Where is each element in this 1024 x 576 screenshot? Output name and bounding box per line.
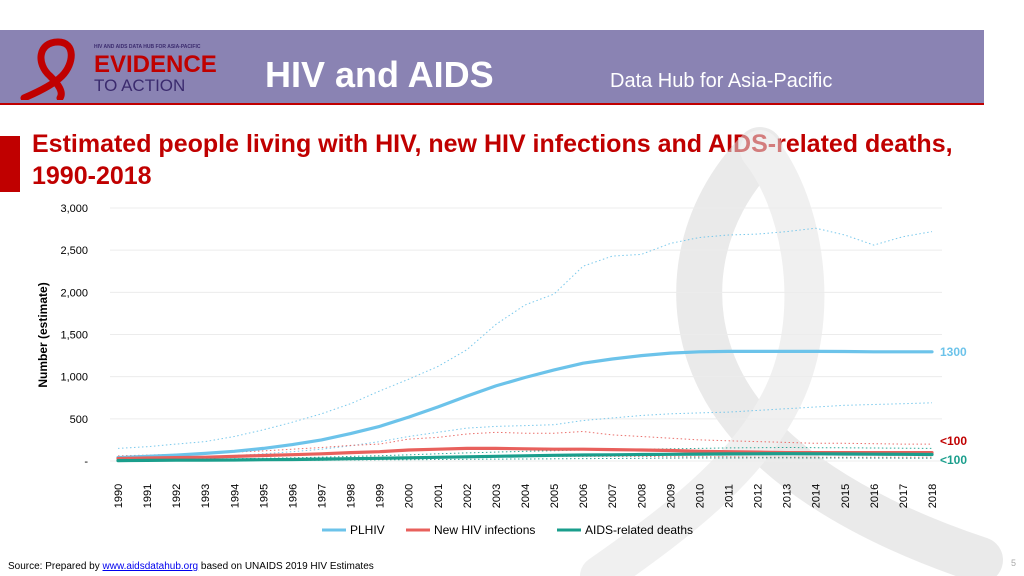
- x-tick-label: 2000: [404, 484, 416, 508]
- source-link[interactable]: www.aidsdatahub.org: [102, 561, 199, 572]
- x-tick-label: 1995: [258, 484, 270, 508]
- source-prefix: Source: Prepared by: [8, 561, 103, 572]
- uncertainty-bounds: [117, 227, 933, 462]
- logo-line2: TO ACTION: [94, 76, 185, 95]
- series-end-label: <100: [940, 453, 967, 467]
- evidence-to-action-logo: HIV AND AIDS DATA HUB FOR ASIA-PACIFIC E…: [18, 36, 244, 102]
- y-tick-label: -: [84, 456, 88, 468]
- y-axis: - 500 1,000 1,500 2,000 2,500 3,000: [60, 203, 88, 468]
- x-tick-label: 2012: [753, 484, 765, 508]
- x-tick-label: 2016: [869, 484, 881, 508]
- x-tick-label: 2013: [782, 484, 794, 508]
- series-end-label: 1300: [940, 345, 967, 359]
- x-tick-label: 1990: [113, 484, 125, 508]
- logo-line1: EVIDENCE: [94, 51, 217, 78]
- title-accent-bar: [0, 136, 20, 192]
- slide-title: Estimated people living with HIV, new HI…: [32, 130, 953, 190]
- x-tick-label: 2014: [811, 484, 823, 508]
- x-tick-label: 1991: [142, 484, 154, 508]
- x-tick-label: 2005: [549, 484, 561, 508]
- bound-lower-line: [117, 402, 933, 461]
- x-tick-label: 1996: [287, 484, 299, 508]
- x-tick-label: 2001: [433, 484, 445, 508]
- x-tick-label: 2007: [607, 484, 619, 508]
- series-lines: [116, 349, 934, 463]
- header-divider: [0, 103, 984, 105]
- x-tick-label: 2004: [520, 484, 532, 508]
- x-tick-label: 2008: [636, 484, 648, 508]
- x-tick-label: 2009: [665, 484, 677, 508]
- logo-small-text: HIV AND AIDS DATA HUB FOR ASIA-PACIFIC: [94, 44, 201, 50]
- chart-legend: PLHIV New HIV infections AIDS-related deat…: [322, 523, 693, 537]
- bound-upper-line: [117, 227, 933, 449]
- page-header-title: HIV and AIDS: [265, 54, 494, 95]
- x-axis: 1990 1991 1992 1993 1994 1995 1996 1997 1998 1999…: [113, 484, 939, 508]
- page-header-subtitle: Data Hub for Asia-Pacific: [610, 70, 833, 92]
- x-tick-label: 1999: [375, 484, 387, 508]
- legend-label: PLHIV: [350, 523, 385, 537]
- x-tick-label: 1993: [200, 484, 212, 508]
- header-banner: [0, 30, 984, 103]
- ribbon-watermark: [580, 127, 1003, 576]
- legend-label: AIDS-related deaths: [585, 523, 693, 537]
- legend-label: New HIV infections: [434, 523, 535, 537]
- x-tick-label: 2006: [578, 484, 590, 508]
- page-number: 5: [1010, 558, 1016, 568]
- x-tick-label: 2018: [927, 484, 939, 508]
- x-tick-label: 1992: [171, 484, 183, 508]
- y-tick-label: 1,500: [60, 330, 88, 342]
- series-annotations: 1300 <100 <100: [940, 345, 967, 467]
- y-tick-label: 500: [70, 414, 88, 426]
- source-suffix: based on UNAIDS 2019 HIV Estimates: [198, 561, 374, 572]
- x-tick-label: 2015: [840, 484, 852, 508]
- y-tick-label: 3,000: [60, 203, 88, 215]
- x-tick-label: 2010: [694, 484, 706, 508]
- x-tick-label: 2003: [491, 484, 503, 508]
- bound-upper-line: [117, 430, 932, 457]
- y-tick-label: 2,000: [60, 287, 88, 299]
- x-tick-label: 1994: [229, 484, 241, 508]
- x-tick-label: 2017: [898, 484, 910, 508]
- x-tick-label: 1998: [346, 484, 358, 508]
- series-end-label: <100: [940, 434, 967, 448]
- y-axis-label: Number (estimate): [36, 282, 50, 387]
- source-note: Source: Prepared by www.aidsdatahub.org …: [8, 561, 374, 572]
- y-tick-label: 2,500: [60, 245, 88, 257]
- x-tick-label: 1997: [317, 484, 329, 508]
- x-tick-label: 2011: [724, 484, 736, 508]
- x-tick-label: 2002: [462, 484, 474, 508]
- y-tick-label: 1,000: [60, 372, 88, 384]
